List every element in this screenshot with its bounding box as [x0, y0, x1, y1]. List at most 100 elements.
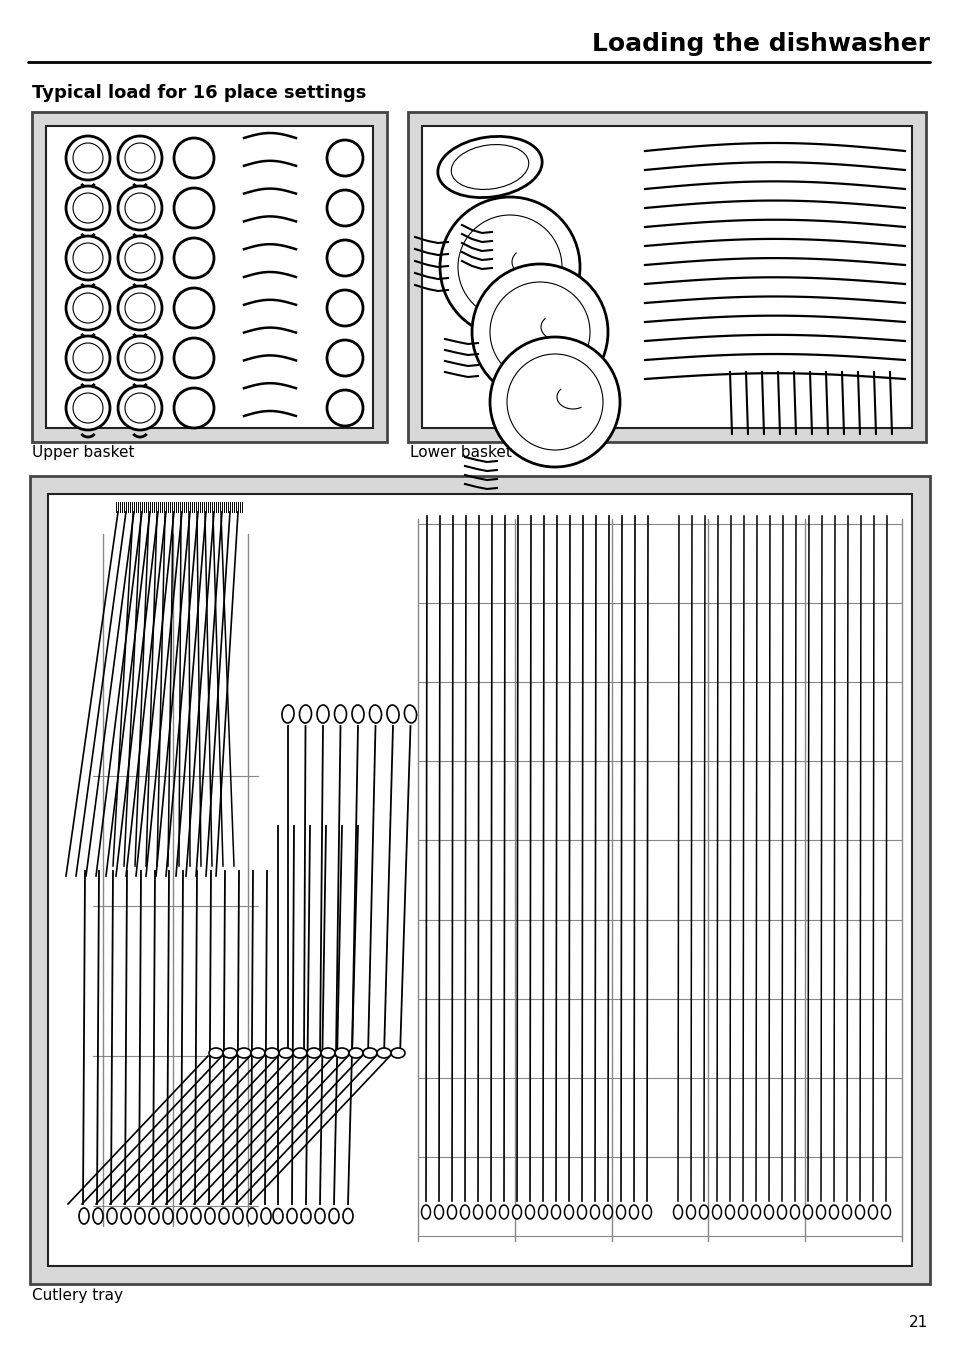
Ellipse shape — [316, 704, 329, 723]
Circle shape — [327, 389, 363, 426]
Ellipse shape — [293, 1048, 307, 1059]
Ellipse shape — [320, 1048, 335, 1059]
Bar — [30, 476, 929, 1284]
Ellipse shape — [629, 1205, 638, 1220]
Circle shape — [125, 343, 154, 373]
Ellipse shape — [499, 1205, 508, 1220]
Ellipse shape — [219, 1207, 229, 1224]
Circle shape — [73, 143, 103, 173]
Ellipse shape — [121, 1207, 131, 1224]
Ellipse shape — [451, 145, 528, 189]
Ellipse shape — [92, 1207, 103, 1224]
Ellipse shape — [261, 1207, 271, 1224]
Ellipse shape — [828, 1205, 838, 1220]
Circle shape — [118, 287, 162, 330]
Ellipse shape — [525, 1205, 534, 1220]
Circle shape — [66, 287, 110, 330]
Ellipse shape — [209, 1048, 223, 1059]
Ellipse shape — [855, 1205, 863, 1220]
Bar — [46, 126, 373, 429]
Ellipse shape — [247, 1207, 256, 1224]
Circle shape — [490, 283, 589, 383]
Ellipse shape — [867, 1205, 877, 1220]
Ellipse shape — [434, 1205, 443, 1220]
Ellipse shape — [363, 1048, 376, 1059]
Ellipse shape — [564, 1205, 573, 1220]
Ellipse shape — [790, 1205, 799, 1220]
Circle shape — [327, 241, 363, 276]
Circle shape — [118, 137, 162, 180]
Bar — [32, 112, 387, 442]
Circle shape — [125, 143, 154, 173]
Ellipse shape — [329, 1209, 338, 1224]
Circle shape — [125, 193, 154, 223]
Ellipse shape — [163, 1207, 172, 1224]
Circle shape — [73, 293, 103, 323]
Circle shape — [73, 243, 103, 273]
Ellipse shape — [343, 1209, 353, 1224]
Ellipse shape — [724, 1205, 734, 1220]
Circle shape — [73, 393, 103, 423]
Circle shape — [73, 193, 103, 223]
Circle shape — [118, 187, 162, 230]
Ellipse shape — [404, 704, 416, 723]
Ellipse shape — [881, 1205, 889, 1220]
Ellipse shape — [349, 1048, 363, 1059]
Ellipse shape — [352, 704, 364, 723]
Circle shape — [327, 191, 363, 226]
Ellipse shape — [763, 1205, 773, 1220]
Text: 21: 21 — [908, 1315, 927, 1330]
Bar — [408, 112, 925, 442]
Ellipse shape — [437, 137, 541, 197]
Circle shape — [173, 338, 213, 379]
Ellipse shape — [751, 1205, 760, 1220]
Circle shape — [327, 141, 363, 176]
Circle shape — [327, 289, 363, 326]
Ellipse shape — [473, 1205, 482, 1220]
Circle shape — [66, 187, 110, 230]
Ellipse shape — [278, 1048, 293, 1059]
Text: Typical load for 16 place settings: Typical load for 16 place settings — [32, 84, 366, 101]
Ellipse shape — [738, 1205, 747, 1220]
Circle shape — [125, 293, 154, 323]
Ellipse shape — [641, 1205, 651, 1220]
Ellipse shape — [282, 704, 294, 723]
Ellipse shape — [265, 1048, 278, 1059]
Ellipse shape — [486, 1205, 495, 1220]
Circle shape — [457, 215, 561, 319]
Ellipse shape — [777, 1205, 785, 1220]
Ellipse shape — [686, 1205, 695, 1220]
Ellipse shape — [512, 1205, 521, 1220]
Circle shape — [439, 197, 579, 337]
Circle shape — [173, 288, 213, 329]
Ellipse shape — [177, 1207, 187, 1224]
Ellipse shape — [551, 1205, 560, 1220]
Ellipse shape — [460, 1205, 469, 1220]
Ellipse shape — [616, 1205, 625, 1220]
Ellipse shape — [816, 1205, 824, 1220]
Ellipse shape — [376, 1048, 391, 1059]
Ellipse shape — [335, 704, 346, 723]
Ellipse shape — [287, 1209, 296, 1224]
Ellipse shape — [301, 1209, 311, 1224]
Ellipse shape — [421, 1205, 430, 1220]
Ellipse shape — [251, 1048, 265, 1059]
Circle shape — [173, 238, 213, 279]
Ellipse shape — [537, 1205, 547, 1220]
Ellipse shape — [387, 704, 398, 723]
Circle shape — [173, 388, 213, 429]
Text: Cutlery tray: Cutlery tray — [32, 1288, 123, 1303]
Circle shape — [125, 393, 154, 423]
Ellipse shape — [307, 1048, 320, 1059]
Circle shape — [118, 387, 162, 430]
Circle shape — [66, 387, 110, 430]
Text: Loading the dishwasher: Loading the dishwasher — [592, 32, 929, 55]
Ellipse shape — [369, 704, 381, 723]
Bar — [421, 126, 911, 429]
Ellipse shape — [335, 1048, 349, 1059]
Ellipse shape — [107, 1207, 117, 1224]
Ellipse shape — [299, 704, 312, 723]
Ellipse shape — [191, 1207, 201, 1224]
Ellipse shape — [577, 1205, 586, 1220]
Circle shape — [118, 337, 162, 380]
